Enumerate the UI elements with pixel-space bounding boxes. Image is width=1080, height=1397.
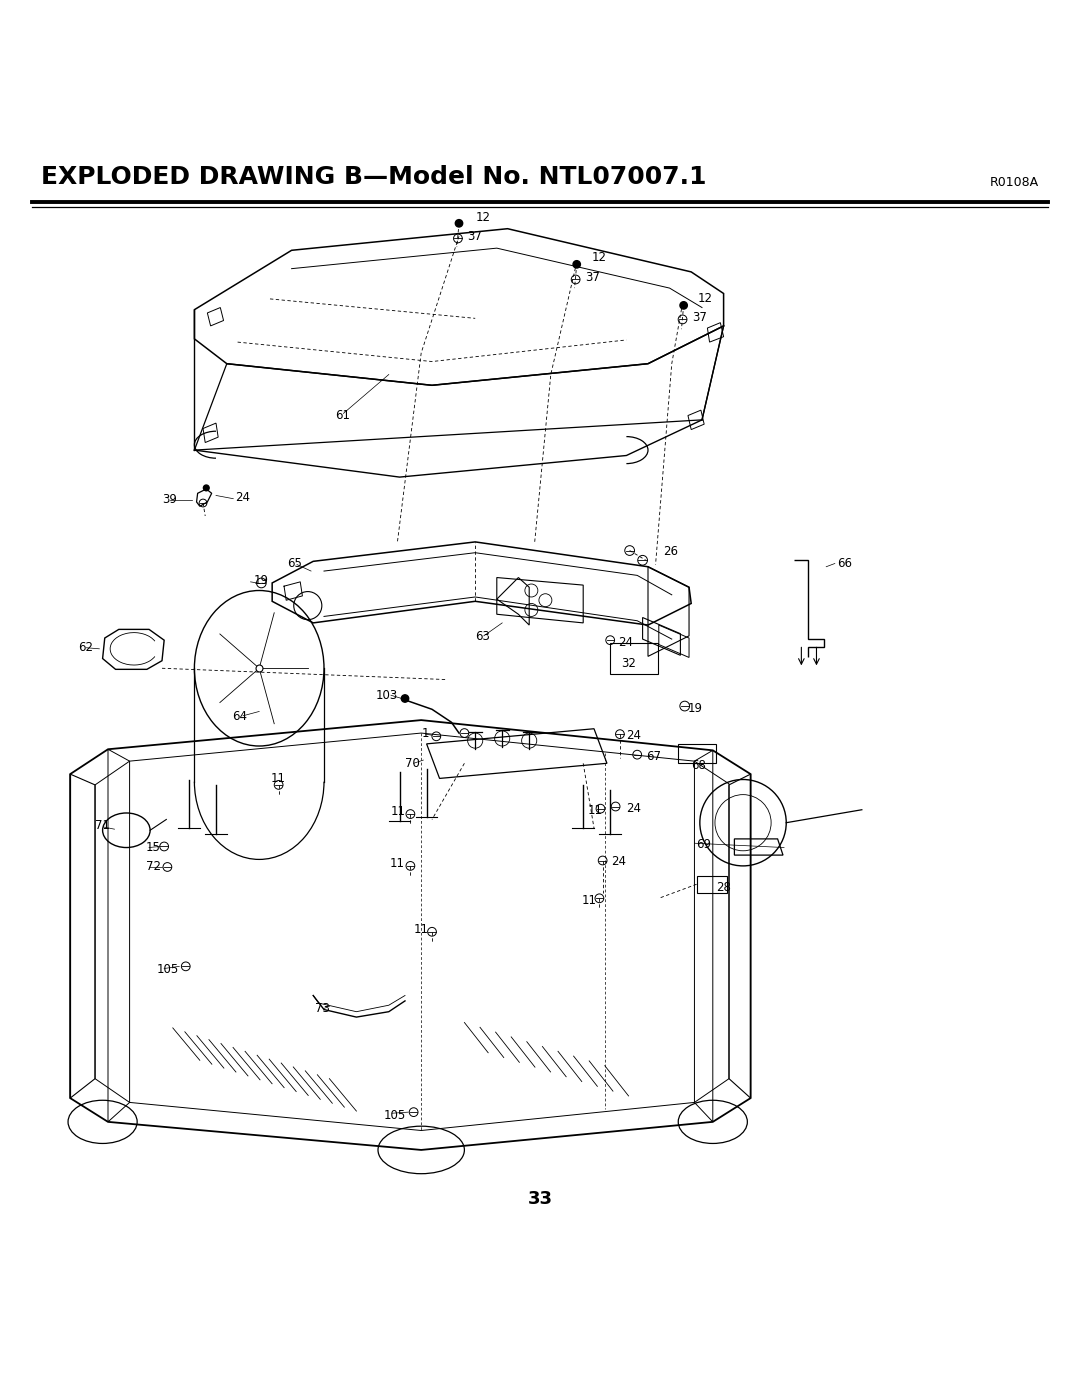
Text: 70: 70 (405, 757, 420, 770)
Text: 11: 11 (391, 806, 406, 819)
Circle shape (203, 485, 210, 490)
Text: 19: 19 (254, 574, 269, 587)
Text: 11: 11 (414, 923, 429, 936)
Text: 33: 33 (527, 1190, 553, 1208)
Text: 11: 11 (390, 858, 405, 870)
Text: 26: 26 (663, 545, 678, 559)
Text: 1: 1 (421, 726, 429, 739)
Text: 11: 11 (271, 773, 286, 785)
Text: 72: 72 (146, 861, 161, 873)
Text: 11: 11 (582, 894, 597, 907)
Text: 69: 69 (697, 838, 712, 851)
Text: 24: 24 (618, 636, 633, 648)
Text: 65: 65 (287, 557, 302, 570)
Text: 62: 62 (78, 641, 93, 654)
Text: EXPLODED DRAWING B—Model No. NTL07007.1: EXPLODED DRAWING B—Model No. NTL07007.1 (41, 165, 706, 189)
Text: 37: 37 (585, 271, 600, 284)
Text: 15: 15 (146, 841, 161, 854)
Text: 24: 24 (235, 492, 251, 504)
Text: R0108A: R0108A (990, 176, 1039, 189)
Circle shape (456, 219, 462, 226)
Circle shape (680, 302, 687, 309)
Circle shape (402, 694, 408, 703)
Text: 61: 61 (335, 409, 350, 422)
Text: 71: 71 (95, 820, 110, 833)
Text: 12: 12 (592, 251, 607, 264)
Text: 37: 37 (692, 310, 707, 324)
Text: 28: 28 (716, 882, 731, 894)
Text: 64: 64 (232, 710, 247, 724)
Circle shape (573, 261, 580, 268)
Text: 12: 12 (475, 211, 490, 225)
Text: 37: 37 (468, 229, 483, 243)
Text: 32: 32 (621, 658, 636, 671)
Text: 12: 12 (698, 292, 713, 306)
Text: 73: 73 (315, 1002, 330, 1016)
Text: 103: 103 (376, 689, 399, 701)
Text: 63: 63 (475, 630, 490, 644)
Text: 24: 24 (626, 729, 642, 742)
Text: 105: 105 (157, 963, 179, 977)
Text: 24: 24 (626, 802, 642, 816)
Text: 11: 11 (588, 805, 603, 817)
Text: 19: 19 (688, 701, 703, 715)
Text: 66: 66 (837, 557, 852, 570)
Text: 67: 67 (646, 750, 661, 763)
Text: 39: 39 (162, 493, 177, 506)
Text: 105: 105 (383, 1109, 406, 1122)
Text: 24: 24 (611, 855, 626, 868)
Text: 68: 68 (691, 759, 706, 773)
